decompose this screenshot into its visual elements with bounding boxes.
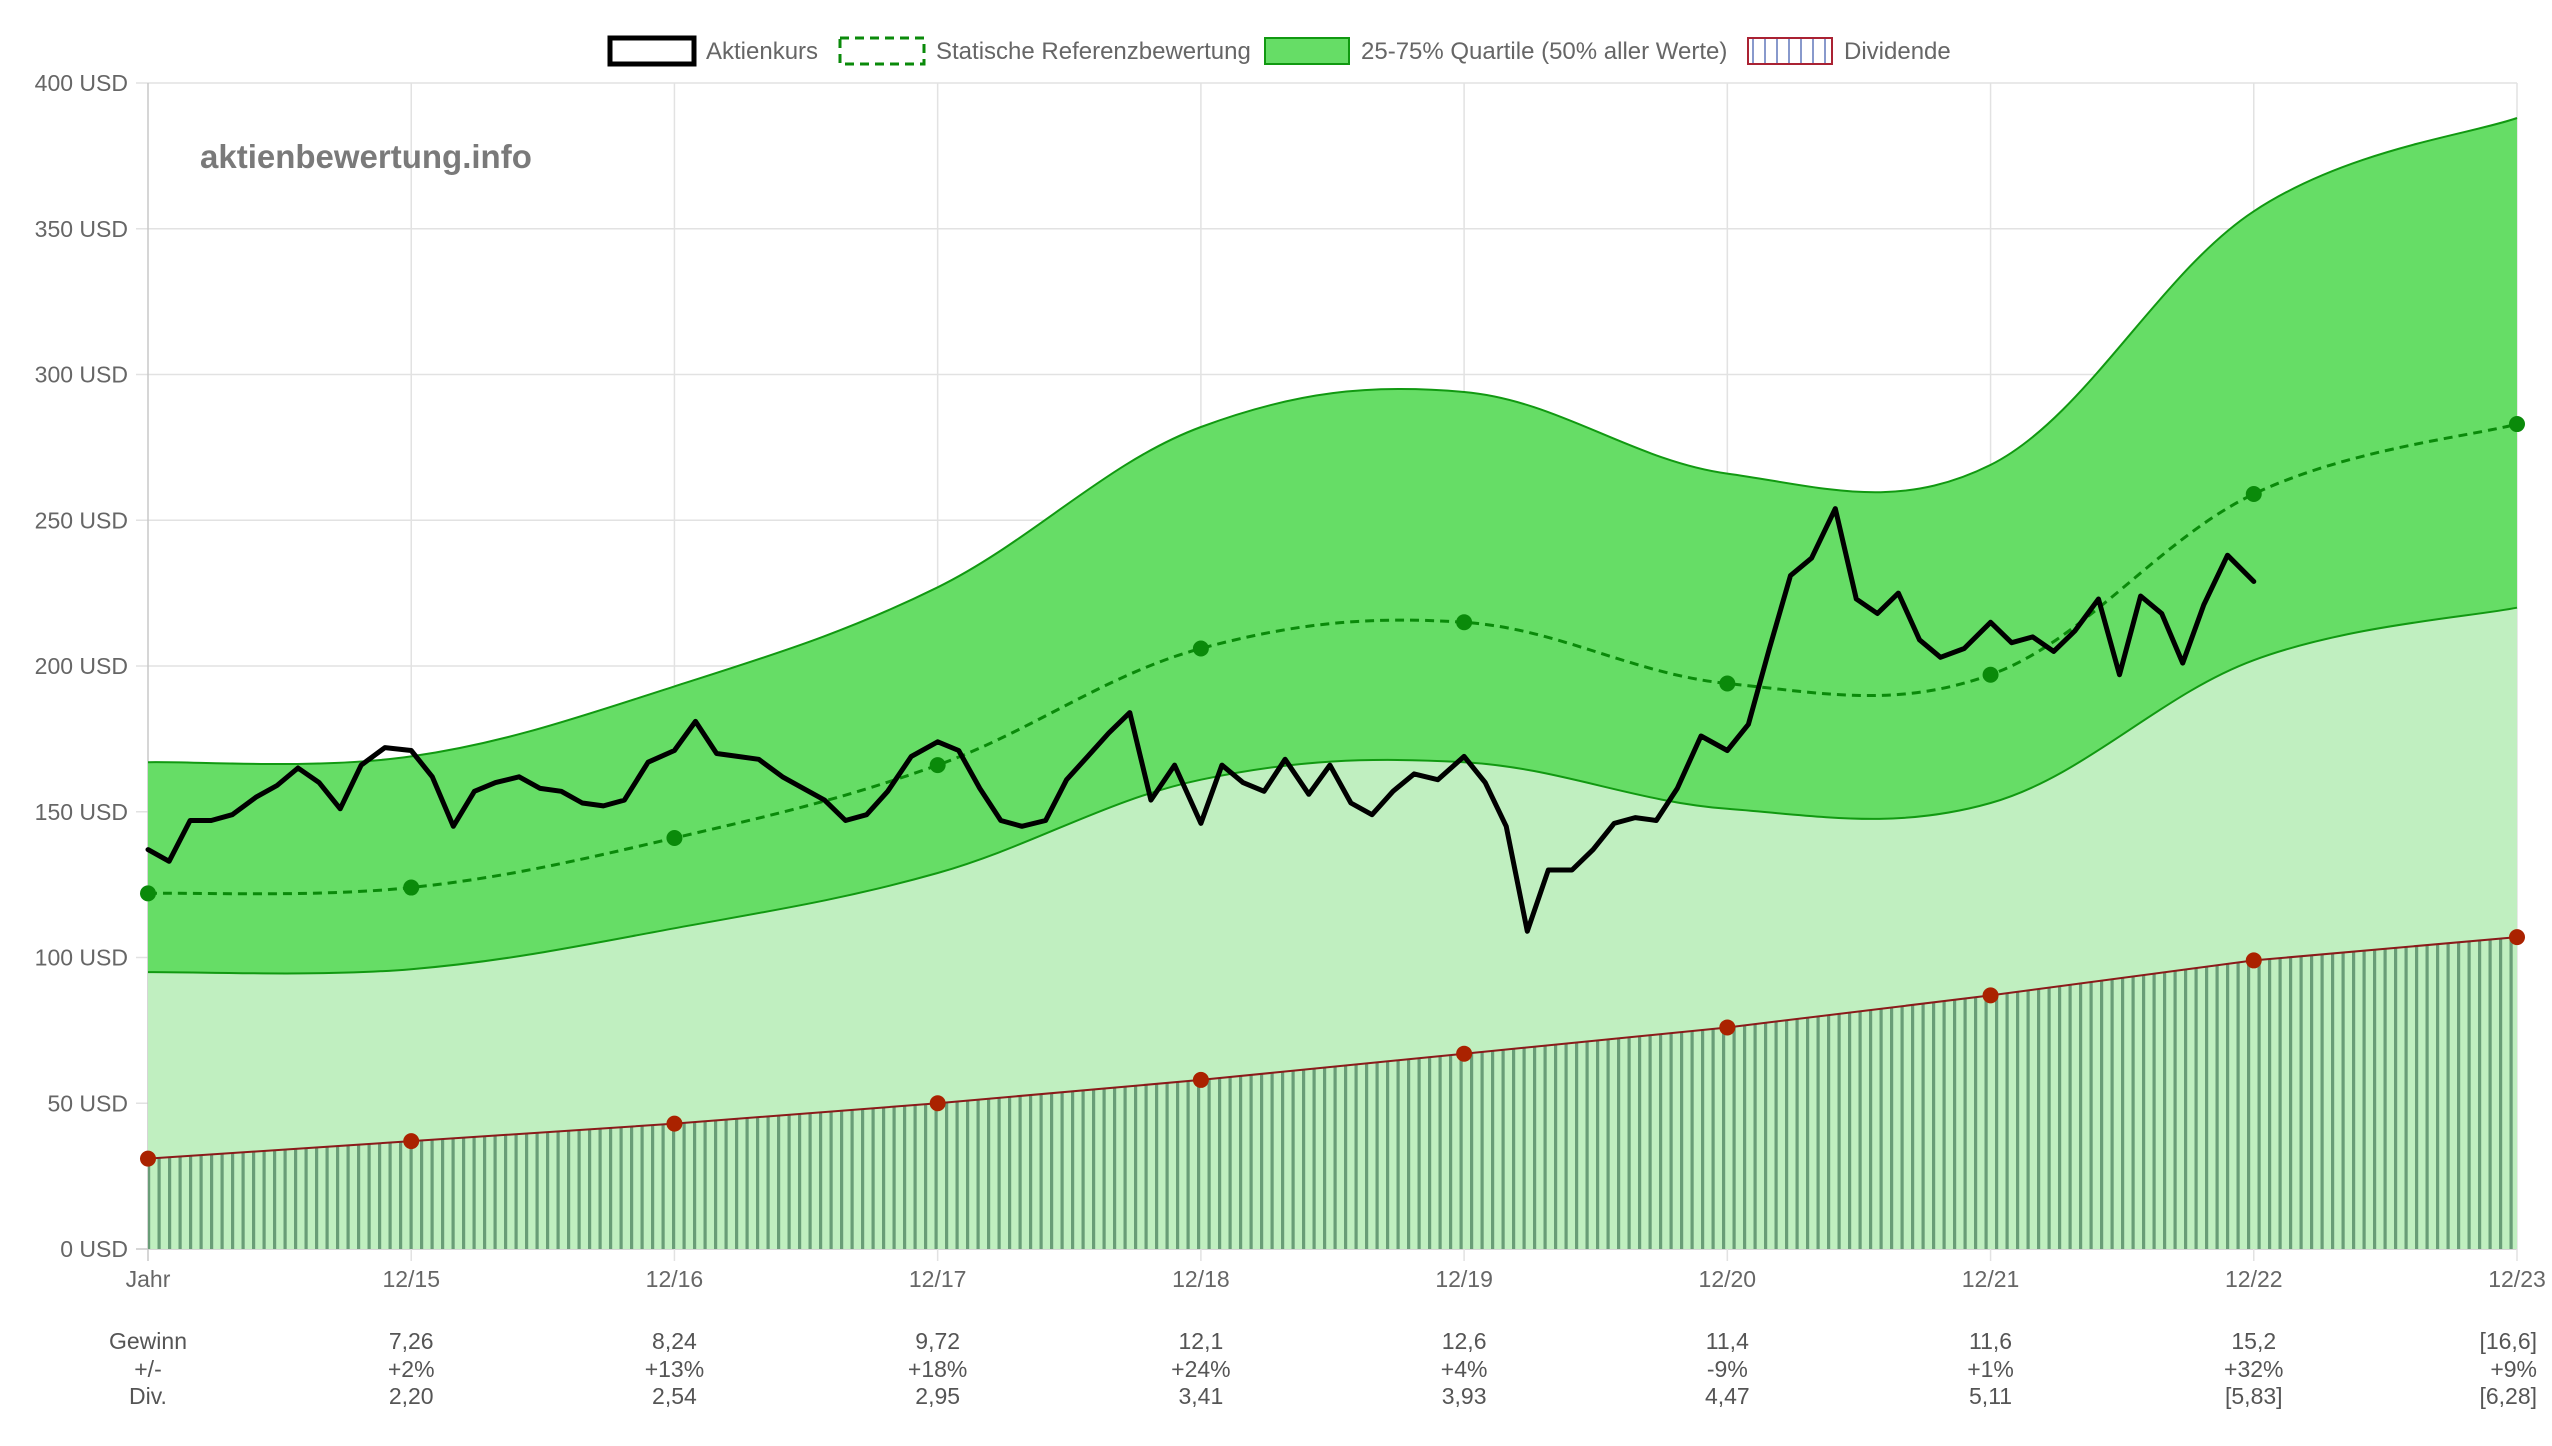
table-cell: 2,20 [389, 1383, 434, 1409]
table-cell: +24% [1171, 1356, 1230, 1382]
table-cell: 5,11 [1969, 1383, 2012, 1409]
table-cell: 9,72 [915, 1328, 960, 1354]
dividend-point [1719, 1019, 1736, 1036]
table-cell: 3,93 [1442, 1383, 1487, 1409]
reference-point [1719, 675, 1736, 692]
legend-label: Dividende [1844, 38, 1951, 65]
chart-areas [148, 118, 2517, 1249]
fundamentals-table: Gewinn 7,26 8,24 9,72 12,1 12,6 11,4 11,6 15,2 [1… [109, 1328, 2537, 1409]
table-cell: +1% [1967, 1356, 2014, 1382]
reference-point [2245, 486, 2262, 503]
chart-legend: Aktienkurs Statische Referenzbewertung 25-… [607, 35, 1951, 67]
table-row-label: Div. [129, 1383, 167, 1409]
table-row-label: Gewinn [109, 1328, 187, 1354]
x-tick-label: 12/16 [646, 1266, 704, 1292]
dividend-line [147, 936, 2518, 1160]
x-tick-label: 12/23 [2488, 1266, 2546, 1292]
y-tick-label: 0 USD [60, 1236, 128, 1262]
dividend-point [140, 1150, 156, 1167]
table-cell: 11,4 [1706, 1328, 1749, 1354]
dividend-point [1456, 1045, 1473, 1062]
table-cell: +18% [908, 1356, 967, 1382]
reference-point [1982, 666, 1999, 683]
lower-quartile-line [147, 606, 2518, 975]
legend-swatch-dividend-fill [1748, 38, 1832, 64]
chart-lines [145, 117, 2518, 1160]
table-cell: 2,54 [652, 1383, 697, 1409]
dividend-area [148, 937, 2517, 1249]
upper-quartile-line [147, 117, 2518, 766]
legend-label: 25-75% Quartile (50% aller Werte) [1361, 38, 1727, 65]
table-cell: +32% [2224, 1356, 2283, 1382]
reference-point [140, 885, 156, 902]
dividend-point [929, 1095, 946, 1112]
x-tick-label: 12/20 [1699, 1266, 1757, 1292]
reference-point [2509, 416, 2525, 433]
y-tick-label: 250 USD [35, 507, 128, 533]
table-cell: [5,83] [2225, 1383, 2283, 1409]
dividend-point [666, 1115, 683, 1132]
x-tick-label: 12/22 [2225, 1266, 2283, 1292]
table-cell: +4% [1441, 1356, 1488, 1382]
reference-point [1456, 614, 1473, 631]
y-axis: 0 USD 50 USD 100 USD 150 USD 200 USD 250 USD 3… [35, 70, 128, 1262]
table-cell: 3,41 [1179, 1383, 1224, 1409]
dividend-point [1192, 1071, 1209, 1088]
x-axis: Jahr 12/15 12/16 12/17 12/18 12/19 12/20 12/21 1… [126, 1266, 2546, 1292]
table-cell: 8,24 [652, 1328, 697, 1354]
table-cell: +9% [2490, 1356, 2537, 1382]
table-cell: 11,6 [1969, 1328, 2012, 1354]
table-cell: +13% [645, 1356, 704, 1382]
x-tick-label: 12/17 [909, 1266, 967, 1292]
table-cell: [6,28] [2479, 1383, 2537, 1409]
table-cell: 12,6 [1442, 1328, 1487, 1354]
y-tick-label: 350 USD [35, 216, 128, 242]
x-tick-label: 12/18 [1172, 1266, 1230, 1292]
watermark-text: aktienbewertung.info [200, 138, 532, 175]
legend-swatch-price [607, 35, 697, 67]
legend-label: Statische Referenzbewertung [936, 38, 1251, 65]
table-cell: 12,1 [1179, 1328, 1224, 1354]
quartile-band-area [148, 118, 2517, 974]
legend-swatch-quartile [1264, 37, 1350, 65]
legend-swatch-dividend [1747, 37, 1833, 65]
reference-valuation-line [147, 422, 2518, 896]
legend-label: Aktienkurs [706, 38, 818, 65]
x-tick-label: 12/19 [1435, 1266, 1493, 1292]
legend-swatch-reference [838, 36, 926, 66]
table-cell: -9% [1707, 1356, 1748, 1382]
x-tick-label: Jahr [126, 1266, 171, 1292]
x-tick-label: 12/15 [382, 1266, 440, 1292]
table-cell: 15,2 [2231, 1328, 2276, 1354]
table-row-label: +/- [134, 1356, 161, 1382]
y-tick-label: 100 USD [35, 945, 128, 971]
table-cell: +2% [388, 1356, 435, 1382]
stock-price-line [145, 506, 2257, 934]
dividend-point [2245, 952, 2262, 969]
dividend-point [2509, 929, 2525, 946]
x-tick-label: 12/21 [1962, 1266, 2020, 1292]
y-tick-label: 200 USD [35, 653, 128, 679]
reference-point [929, 757, 946, 774]
table-cell: 2,95 [915, 1383, 960, 1409]
reference-point [1192, 640, 1209, 657]
reference-point [403, 879, 420, 896]
table-cell: 4,47 [1705, 1383, 1750, 1409]
dividend-point [1982, 987, 1999, 1004]
table-cell: 7,26 [389, 1328, 434, 1354]
reference-point [666, 829, 683, 846]
y-tick-label: 300 USD [35, 362, 128, 388]
dividend-point [403, 1133, 420, 1150]
y-tick-label: 400 USD [35, 70, 128, 96]
y-tick-label: 150 USD [35, 799, 128, 825]
chart-markers [140, 416, 2525, 1167]
table-cell: [16,6] [2479, 1328, 2537, 1354]
y-tick-label: 50 USD [47, 1090, 128, 1116]
